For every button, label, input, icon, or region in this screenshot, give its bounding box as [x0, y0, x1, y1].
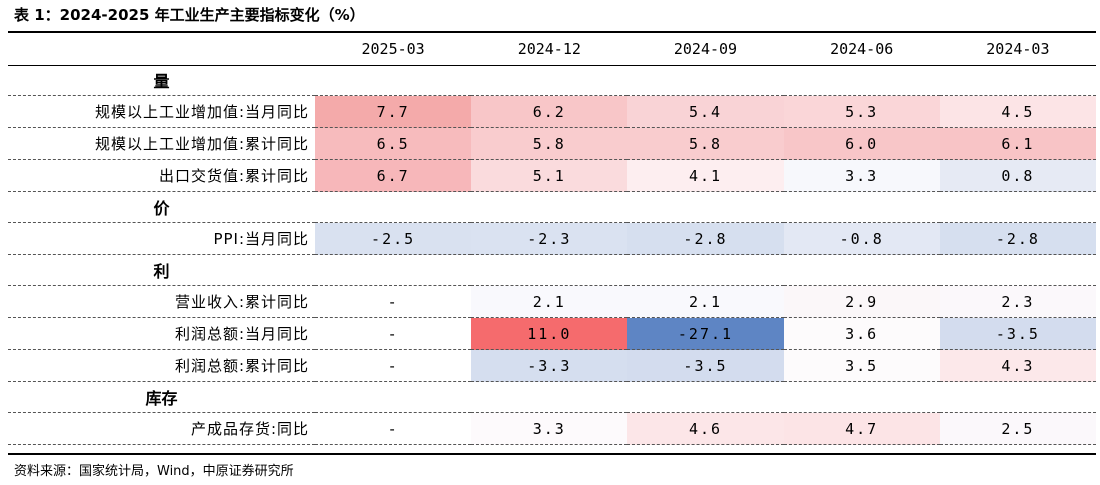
- section-blank-cell: [939, 381, 1096, 413]
- section-blank-cell: [471, 191, 628, 223]
- section-title: 利: [8, 254, 316, 286]
- section-blank-cell: [315, 254, 472, 286]
- value-cell: 0.8: [939, 159, 1096, 192]
- value-cell: 2.1: [627, 285, 784, 318]
- value-cell: 5.4: [627, 95, 784, 128]
- row-label: PPI:当月同比: [8, 222, 316, 255]
- value-cell: -3.5: [939, 317, 1096, 350]
- section-row: 利: [8, 254, 1096, 286]
- value-cell: 5.1: [471, 159, 628, 192]
- column-header: 2024-09: [673, 40, 738, 58]
- value-cell: 5.3: [783, 95, 940, 128]
- section-title: 价: [8, 191, 316, 223]
- value-cell: 2.3: [939, 285, 1096, 318]
- table-title: 表 1：2024-2025 年工业生产主要指标变化（%）: [14, 6, 365, 24]
- bottom-rule: [8, 453, 1096, 455]
- table-row: 出口交货值:累计同比 6.7 5.1 4.1 3.3 0.8: [8, 159, 1096, 192]
- column-header: 2025-03: [361, 40, 425, 58]
- section-blank-cell: [471, 254, 628, 286]
- row-label: 营业收入:累计同比: [8, 285, 316, 318]
- row-label: 利润总额:当月同比: [8, 317, 316, 350]
- value-cell: 11.0: [471, 317, 628, 350]
- value-cell: 5.8: [471, 127, 628, 160]
- section-blank-cell: [783, 254, 940, 286]
- row-label: 规模以上工业增加值:累计同比: [8, 127, 316, 160]
- section-blank-cell: [939, 191, 1096, 223]
- value-cell: -: [315, 317, 472, 350]
- section-blank-cell: [939, 254, 1096, 286]
- column-header: 2024-03: [986, 40, 1050, 58]
- value-cell: 3.5: [783, 349, 940, 382]
- source-note: 资料来源：国家统计局，Wind，中原证券研究所: [14, 464, 294, 479]
- section-blank-cell: [627, 254, 784, 286]
- section-blank-cell: [471, 65, 628, 96]
- table-row: 营业收入:累计同比 -2.1 2.1 2.9 2.3: [8, 285, 1096, 318]
- section-row: 量: [8, 65, 1096, 96]
- table-row: PPI:当月同比 -2.5 -2.3 -2.8 -0.8 -2.8: [8, 222, 1096, 255]
- value-cell: -2.8: [939, 222, 1096, 255]
- value-cell: -2.3: [471, 222, 628, 255]
- value-cell: -27.1: [627, 317, 784, 350]
- table-row: 利润总额:当月同比 -11.0 -27.1 3.6 -3.5: [8, 317, 1096, 350]
- section-blank-cell: [471, 381, 628, 413]
- column-header: 2024-06: [830, 40, 894, 58]
- value-cell: -: [315, 285, 472, 318]
- value-cell: 4.7: [783, 412, 940, 445]
- value-cell: -: [315, 349, 472, 382]
- value-cell: 4.3: [939, 349, 1096, 382]
- table-row: 规模以上工业增加值:当月同比 7.7 6.2 5.4 5.3 4.5: [8, 95, 1096, 128]
- section-row: 价: [8, 191, 1096, 223]
- section-blank-cell: [315, 381, 472, 413]
- value-cell: 6.1: [939, 127, 1096, 160]
- section-blank-cell: [627, 191, 784, 223]
- section-blank-cell: [783, 381, 940, 413]
- indicator-table: 2025-03 2024-12 2024-09 2024-06 2024-03 …: [8, 33, 1096, 445]
- table-row: 利润总额:累计同比 - -3.3 -3.5 3.5 4.3: [8, 349, 1096, 382]
- value-cell: 2.1: [471, 285, 628, 318]
- table-row: 产成品存货:同比 -3.3 4.6 4.7 2.5: [8, 412, 1096, 445]
- value-cell: 2.9: [783, 285, 940, 318]
- column-header: 2024-12: [517, 40, 581, 58]
- section-blank-cell: [783, 191, 940, 223]
- section-blank-cell: [627, 65, 784, 96]
- section-blank-cell: [627, 381, 784, 413]
- value-cell: -0.8: [783, 222, 940, 255]
- value-cell: -3.3: [471, 349, 628, 382]
- row-label: 产成品存货:同比: [8, 412, 316, 445]
- value-cell: 6.7: [315, 159, 472, 192]
- value-cell: 6.0: [783, 127, 940, 160]
- value-cell: -3.5: [627, 349, 784, 382]
- value-cell: 5.8: [627, 127, 784, 160]
- value-cell: -: [315, 412, 472, 445]
- row-label: 出口交货值:累计同比: [8, 159, 316, 192]
- row-label: 规模以上工业增加值:当月同比: [8, 95, 316, 128]
- section-row: 库存: [8, 381, 1096, 413]
- value-cell: 4.5: [939, 95, 1096, 128]
- table-row: 规模以上工业增加值:累计同比 6.5 5.8 5.8 6.0 6.1: [8, 127, 1096, 160]
- header-blank: [8, 33, 315, 65]
- section-blank-cell: [315, 65, 472, 96]
- section-title: 库存: [8, 381, 316, 413]
- value-cell: -2.8: [627, 222, 784, 255]
- section-blank-cell: [939, 65, 1096, 96]
- value-cell: 4.1: [627, 159, 784, 192]
- section-blank-cell: [783, 65, 940, 96]
- section-title: 量: [8, 65, 316, 96]
- value-cell: 3.3: [471, 412, 628, 445]
- value-cell: 7.7: [315, 95, 472, 128]
- value-cell: 2.5: [939, 412, 1096, 445]
- value-cell: 6.2: [471, 95, 628, 128]
- value-cell: 3.3: [783, 159, 940, 192]
- value-cell: 3.6: [783, 317, 940, 350]
- value-cell: -2.5: [315, 222, 472, 255]
- header-row: 2025-03 2024-12 2024-09 2024-06 2024-03: [8, 33, 1096, 65]
- value-cell: 4.6: [627, 412, 784, 445]
- top-rule: [8, 31, 1096, 33]
- value-cell: 6.5: [315, 127, 472, 160]
- row-label: 利润总额:累计同比: [8, 349, 316, 382]
- section-blank-cell: [315, 191, 472, 223]
